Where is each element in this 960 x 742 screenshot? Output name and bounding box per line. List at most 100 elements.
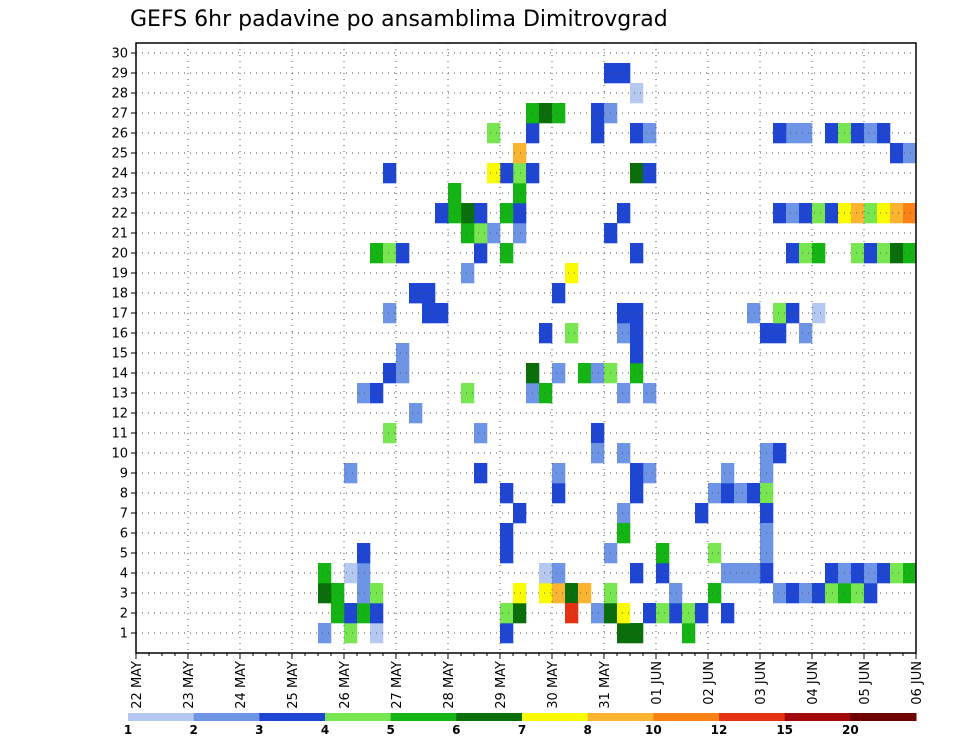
- precip-cell: [851, 123, 865, 144]
- x-tick-label: 23 MAY: [182, 661, 197, 709]
- precip-cell: [903, 203, 917, 224]
- precip-cell: [851, 243, 865, 264]
- y-tick-label: 22: [111, 207, 128, 222]
- precip-cell: [383, 363, 397, 384]
- precip-cell: [513, 163, 527, 184]
- precip-cell: [474, 203, 488, 224]
- x-tick-label: 04 JUN: [806, 661, 821, 705]
- precip-cell: [617, 503, 631, 524]
- precip-cell: [695, 603, 709, 624]
- precip-cell: [617, 523, 631, 544]
- precip-cell: [721, 603, 735, 624]
- precip-cell: [357, 603, 371, 624]
- precip-cell: [825, 203, 839, 224]
- legend-swatch: [784, 713, 851, 721]
- precip-cell: [383, 303, 397, 324]
- precip-cell: [552, 583, 566, 604]
- precip-cell: [877, 563, 891, 584]
- legend-swatch: [193, 713, 260, 721]
- precip-cell: [344, 463, 358, 484]
- precip-cell: [513, 603, 527, 624]
- precip-cell: [565, 583, 579, 604]
- precip-cell: [630, 243, 644, 264]
- precip-cell: [786, 303, 800, 324]
- precip-cell: [877, 243, 891, 264]
- x-tick-label: 01 JUN: [650, 661, 665, 705]
- precip-cell: [773, 123, 787, 144]
- precip-cell: [435, 303, 449, 324]
- precip-cell: [695, 503, 709, 524]
- y-tick-label: 23: [111, 187, 128, 202]
- precip-cell: [799, 203, 813, 224]
- precip-cell: [500, 523, 514, 544]
- precip-cell: [864, 563, 878, 584]
- y-tick-label: 15: [111, 347, 128, 362]
- precip-cell: [591, 603, 605, 624]
- legend-swatch: [390, 713, 457, 721]
- precip-cell: [864, 203, 878, 224]
- precip-cell: [513, 203, 527, 224]
- y-tick-label: 10: [111, 447, 128, 462]
- precip-cell: [630, 343, 644, 364]
- precip-cell: [552, 563, 566, 584]
- legend-swatch: [325, 713, 392, 721]
- y-tick-label: 1: [120, 627, 128, 642]
- x-tick-label: 31 MAY: [598, 661, 613, 709]
- y-tick-label: 20: [111, 247, 128, 262]
- precip-cell: [409, 283, 423, 304]
- y-tick-label: 3: [120, 587, 128, 602]
- legend-label: 3: [255, 723, 263, 737]
- precip-cell: [318, 563, 332, 584]
- precip-cell: [617, 383, 631, 404]
- precip-cell: [799, 243, 813, 264]
- x-tick-label: 03 JUN: [754, 661, 769, 705]
- precip-cell: [591, 363, 605, 384]
- precip-cell: [487, 223, 501, 244]
- precip-cell: [812, 203, 826, 224]
- precip-cell: [591, 423, 605, 444]
- precip-cell: [903, 143, 917, 164]
- precip-cell: [734, 563, 748, 584]
- legend-label: 8: [583, 723, 591, 737]
- precip-cell: [461, 223, 475, 244]
- precip-cell: [643, 123, 657, 144]
- legend-label: 12: [711, 723, 728, 737]
- precip-cell: [630, 463, 644, 484]
- precip-cell: [773, 303, 787, 324]
- precip-cell: [617, 63, 631, 84]
- x-tick-label: 06 JUN: [910, 661, 925, 705]
- precip-cell: [396, 243, 410, 264]
- precip-cell: [409, 403, 423, 424]
- precip-cell: [786, 203, 800, 224]
- y-tick-label: 30: [111, 47, 128, 62]
- precip-cell: [630, 83, 644, 104]
- precip-cell: [773, 323, 787, 344]
- legend-swatch: [128, 713, 195, 721]
- color-legend: 1 2 3 4 5 6 7 8 10 12 15 20: [124, 713, 917, 737]
- precip-cell: [903, 563, 917, 584]
- legend-swatch: [456, 713, 523, 721]
- precip-cell: [812, 303, 826, 324]
- y-tick-label: 26: [111, 127, 128, 142]
- precip-cell: [422, 303, 436, 324]
- y-tick-label: 21: [111, 227, 128, 242]
- y-tick-label: 13: [111, 387, 128, 402]
- precip-cell: [630, 303, 644, 324]
- precip-cell: [747, 483, 761, 504]
- precip-cell: [825, 563, 839, 584]
- legend-label: 7: [518, 723, 526, 737]
- legend-label: 2: [189, 723, 197, 737]
- legend-label: 15: [776, 723, 793, 737]
- precip-cell: [890, 143, 904, 164]
- precip-cell: [864, 583, 878, 604]
- precip-cell: [500, 543, 514, 564]
- precip-cell: [357, 583, 371, 604]
- y-tick-label: 2: [120, 607, 128, 622]
- precip-cell: [864, 243, 878, 264]
- precip-cell: [500, 603, 514, 624]
- precip-cell: [552, 363, 566, 384]
- precip-cell: [552, 463, 566, 484]
- precip-cell: [799, 323, 813, 344]
- precip-cell: [825, 123, 839, 144]
- precip-cell: [643, 383, 657, 404]
